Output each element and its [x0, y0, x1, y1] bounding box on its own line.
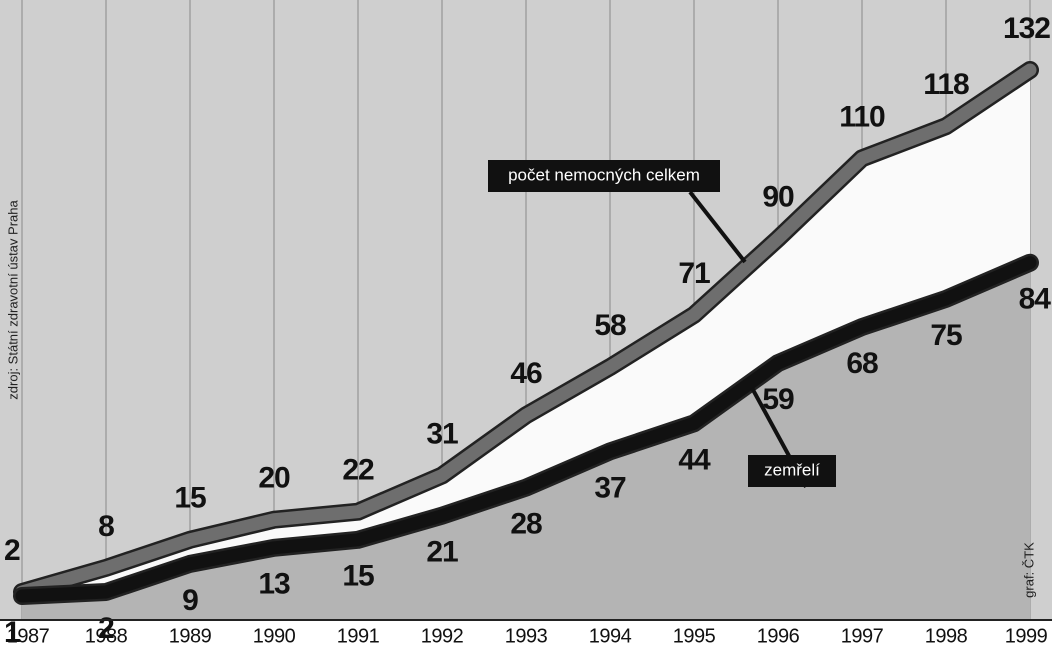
line	[15, 63, 1037, 599]
x-tick-label: 1999	[1005, 625, 1048, 647]
data-label: 44	[678, 443, 711, 476]
x-tick-label: 1998	[925, 625, 968, 647]
source: zdroj: Státní zdravotní ústav Praha	[5, 200, 20, 400]
data-label: 21	[426, 536, 458, 569]
x-tick-label: 1990	[253, 625, 296, 647]
data-label: 2	[4, 534, 20, 567]
x-tick-label: 1992	[421, 625, 464, 647]
data-label: 58	[594, 309, 626, 342]
legend-box	[488, 160, 720, 192]
data-label: 22	[342, 454, 374, 487]
data-label: 68	[846, 347, 878, 380]
area-fill	[22, 262, 1030, 620]
data-label: 84	[1019, 283, 1052, 316]
data-label: 46	[510, 357, 542, 390]
x-tick-label: 1995	[673, 625, 716, 647]
data-label: 8	[98, 510, 114, 543]
data-label: 37	[594, 471, 626, 504]
line	[15, 256, 1037, 603]
data-label: 71	[678, 257, 710, 290]
data-label: 90	[762, 181, 794, 214]
credit: graf: ČTK	[1021, 542, 1036, 598]
legend-label: počet nemocných celkem	[508, 165, 700, 184]
data-label: 20	[258, 462, 290, 495]
data-label: 132	[1003, 12, 1050, 45]
x-tick-label: 1994	[589, 625, 632, 647]
data-label: 1	[4, 616, 20, 649]
data-label: 75	[930, 319, 962, 352]
legend-label: zemřelí	[764, 460, 820, 479]
x-tick-label: 1996	[757, 625, 800, 647]
data-label: 59	[762, 383, 794, 416]
data-label: 13	[258, 568, 290, 601]
x-tick-label: 1987	[7, 625, 50, 647]
x-tick-label: 1991	[337, 625, 380, 647]
x-tick-label: 1988	[85, 625, 128, 647]
data-label: 15	[342, 560, 374, 593]
data-label: 9	[182, 584, 198, 617]
data-label: 15	[174, 482, 206, 515]
legend-box	[748, 455, 836, 487]
leader-line	[688, 190, 747, 264]
data-label: 118	[923, 68, 969, 101]
x-tick-label: 1993	[505, 625, 548, 647]
x-tick-label: 1997	[841, 625, 884, 647]
data-label: 28	[510, 507, 542, 540]
data-label: 110	[839, 100, 885, 133]
x-tick-label: 1989	[169, 625, 212, 647]
data-label: 31	[426, 417, 458, 450]
